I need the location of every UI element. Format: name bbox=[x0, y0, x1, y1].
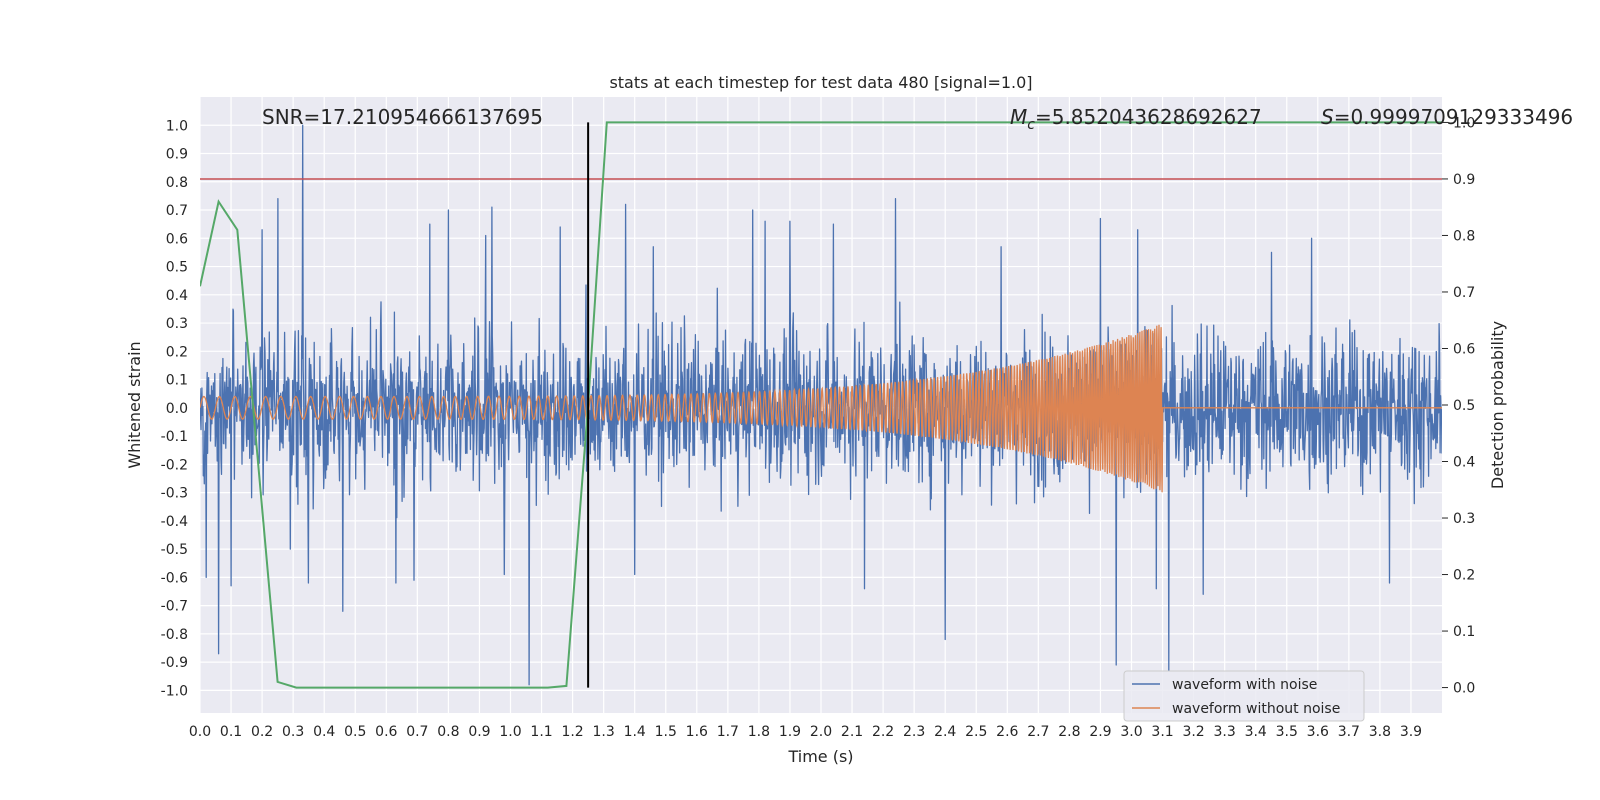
x-tick-label: 0.1 bbox=[220, 724, 242, 740]
y2-axis-label: Detection probability bbox=[1488, 321, 1507, 489]
snr-annotation: SNR=17.210954666137695 bbox=[262, 105, 543, 129]
x-tick-label: 1.0 bbox=[499, 724, 521, 740]
x-tick-label: 1.1 bbox=[530, 724, 552, 740]
series-waveform-without-noise bbox=[200, 324, 1442, 493]
x-tick-label: 1.5 bbox=[655, 724, 677, 740]
x-tick-label: 0.9 bbox=[468, 724, 490, 740]
x-tick-label: 2.3 bbox=[903, 724, 925, 740]
legend-box bbox=[1123, 670, 1365, 722]
x-tick-label: 0.6 bbox=[375, 724, 397, 740]
y2-tick-label: 1.0 bbox=[1453, 115, 1475, 131]
x-tick-label: 0.2 bbox=[251, 724, 273, 740]
x-tick-label: 1.2 bbox=[561, 724, 583, 740]
x-tick-label: 3.1 bbox=[1151, 724, 1173, 740]
y-tick-label: -0.4 bbox=[161, 514, 188, 530]
y-tick-label: -0.2 bbox=[161, 457, 188, 473]
legend-label-noise: waveform with noise bbox=[1172, 677, 1317, 693]
x-tick-label: 1.8 bbox=[748, 724, 770, 740]
y2-tick-label: 0.4 bbox=[1453, 455, 1475, 471]
y-tick-label: -0.5 bbox=[161, 542, 188, 558]
mc-symbol: M bbox=[1010, 105, 1027, 129]
y-tick-label: -0.1 bbox=[161, 429, 188, 445]
x-tick-label: 1.9 bbox=[779, 724, 801, 740]
x-tick-label: 0.7 bbox=[406, 724, 428, 740]
y-tick-label: -0.7 bbox=[161, 599, 188, 615]
y-tick-label: 0.3 bbox=[166, 316, 188, 332]
x-tick-label: 3.9 bbox=[1400, 724, 1422, 740]
y2-tick-label: 0.0 bbox=[1453, 681, 1475, 697]
x-tick-label: 0.4 bbox=[313, 724, 335, 740]
x-tick-label: 3.3 bbox=[1214, 724, 1236, 740]
y-tick-label: -1.0 bbox=[161, 683, 188, 699]
x-tick-label: 3.0 bbox=[1120, 724, 1142, 740]
y-tick-label: -0.8 bbox=[161, 627, 188, 643]
y-tick-label: 0.8 bbox=[166, 175, 188, 191]
ticks: 0.0 0.1 0.2 0.3 0.4 0.5 0.6 0.7 0.8 0.9 1.0 1.1 1.2 1… bbox=[161, 115, 1476, 740]
mc-subscript: c bbox=[1027, 117, 1035, 133]
y2-tick-label: 0.8 bbox=[1453, 228, 1475, 244]
chart-title: stats at each timestep for test data 480… bbox=[609, 73, 1032, 92]
x-tick-label: 1.3 bbox=[593, 724, 615, 740]
s-annotation: S=0.9999709129333496 bbox=[1321, 105, 1573, 129]
y2-tick-label: 0.1 bbox=[1453, 624, 1475, 640]
x-axis-label: Time (s) bbox=[787, 747, 853, 766]
y-axis-label: Whitened strain bbox=[125, 341, 144, 468]
y2-tick-label: 0.7 bbox=[1453, 285, 1475, 301]
x-tick-label: 3.8 bbox=[1369, 724, 1391, 740]
x-tick-label: 3.4 bbox=[1245, 724, 1267, 740]
x-tick-label: 0.8 bbox=[437, 724, 459, 740]
mc-annotation: Mc=5.852043628692627 bbox=[1010, 105, 1262, 133]
x-tick-label: 2.5 bbox=[965, 724, 987, 740]
x-tick-label: 0.0 bbox=[189, 724, 211, 740]
y-tick-label: -0.3 bbox=[161, 486, 188, 502]
y2-tick-label: 0.9 bbox=[1453, 172, 1475, 188]
y-tick-label: 0.4 bbox=[166, 288, 188, 304]
x-tick-label: 2.6 bbox=[996, 724, 1018, 740]
series-detection-probability bbox=[200, 121, 1442, 689]
y-tick-label: 0.7 bbox=[166, 203, 188, 219]
s-value: =0.9999709129333496 bbox=[1334, 105, 1573, 129]
x-tick-label: 2.0 bbox=[810, 724, 832, 740]
data-area bbox=[200, 121, 1442, 689]
x-tick-label: 2.1 bbox=[841, 724, 863, 740]
y-tick-label: 0.1 bbox=[166, 373, 188, 389]
x-tick-label: 1.4 bbox=[624, 724, 646, 740]
y-tick-label: 0.6 bbox=[166, 231, 188, 247]
series-waveform-with-noise bbox=[200, 124, 1442, 686]
x-tick-label: 2.9 bbox=[1089, 724, 1111, 740]
legend: waveform with noise waveform without noi… bbox=[1123, 670, 1365, 722]
y-tick-label: 0.0 bbox=[166, 401, 188, 417]
y-tick-label: 0.9 bbox=[166, 147, 188, 163]
legend-label-clean: waveform without noise bbox=[1172, 701, 1340, 717]
x-tick-label: 2.4 bbox=[934, 724, 956, 740]
y-tick-label: -0.9 bbox=[161, 655, 188, 671]
y2-tick-label: 0.3 bbox=[1453, 511, 1475, 527]
x-tick-label: 1.6 bbox=[686, 724, 708, 740]
x-tick-label: 3.7 bbox=[1338, 724, 1360, 740]
x-tick-label: 2.2 bbox=[872, 724, 894, 740]
x-tick-label: 2.8 bbox=[1058, 724, 1080, 740]
y-tick-label: 0.2 bbox=[166, 344, 188, 360]
x-tick-label: 0.5 bbox=[344, 724, 366, 740]
x-tick-label: 3.6 bbox=[1307, 724, 1329, 740]
x-tick-label: 3.2 bbox=[1182, 724, 1204, 740]
y-tick-label: 0.5 bbox=[166, 260, 188, 276]
x-tick-label: 2.7 bbox=[1027, 724, 1049, 740]
y2-tick-label: 0.2 bbox=[1453, 568, 1475, 584]
s-symbol: S bbox=[1321, 105, 1334, 129]
x-tick-label: 1.7 bbox=[717, 724, 739, 740]
x-tick-label: 0.3 bbox=[282, 724, 304, 740]
y2-tick-label: 0.6 bbox=[1453, 341, 1475, 357]
y2-tick-label: 0.5 bbox=[1453, 398, 1475, 414]
y-tick-label: 1.0 bbox=[166, 118, 188, 134]
x-tick-label: 3.5 bbox=[1276, 724, 1298, 740]
mc-value: =5.852043628692627 bbox=[1035, 105, 1262, 129]
y-tick-label: -0.6 bbox=[161, 570, 188, 586]
